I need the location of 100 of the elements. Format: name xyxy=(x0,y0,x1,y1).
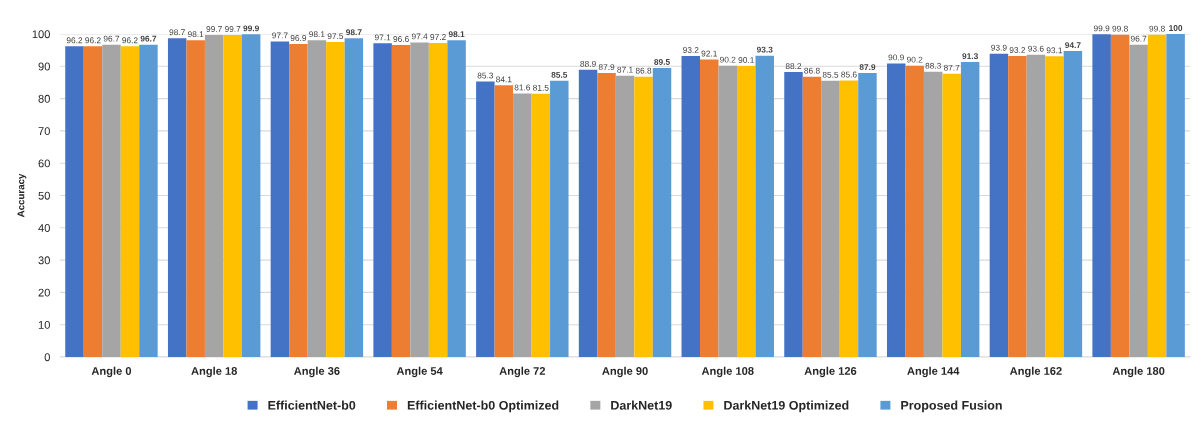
data-label: 88.9 xyxy=(580,60,596,67)
data-label: 91.3 xyxy=(962,53,978,60)
data-label: 96.9 xyxy=(290,35,307,41)
data-label: 98.1 xyxy=(187,31,204,38)
x-tick-label: Angle 144 xyxy=(907,366,960,378)
legend-label: EfficientNet-b0 Optimized xyxy=(407,400,559,413)
bar xyxy=(223,34,242,357)
data-label: 87.9 xyxy=(859,64,876,71)
legend-label: DarkNet19 Optimized xyxy=(724,400,849,413)
data-label: 90.9 xyxy=(888,54,904,61)
x-tick-label: Angle 90 xyxy=(602,366,648,378)
data-label: 89.5 xyxy=(654,58,670,65)
y-axis-title: Accuracy xyxy=(17,173,27,218)
x-tick-label: Angle 126 xyxy=(804,366,857,378)
data-label: 96.2 xyxy=(85,37,101,44)
bar xyxy=(373,43,392,357)
bar xyxy=(139,44,158,357)
data-label: 97.2 xyxy=(430,34,446,41)
y-tick-label: 70 xyxy=(38,127,50,136)
bar xyxy=(737,65,756,357)
legend-label: Proposed Fusion xyxy=(901,400,1002,413)
bar xyxy=(681,55,701,357)
data-label: 96.2 xyxy=(122,37,138,44)
bar xyxy=(942,73,961,357)
bar xyxy=(858,73,877,357)
data-label: 97.1 xyxy=(374,34,391,41)
bar xyxy=(83,46,103,357)
bar xyxy=(1147,34,1167,357)
x-tick-label: Angle 54 xyxy=(396,366,443,378)
bar xyxy=(1166,34,1185,357)
y-tick-label: 80 xyxy=(38,94,50,103)
data-label: 88.2 xyxy=(785,63,802,70)
bar xyxy=(102,44,121,357)
bar xyxy=(1129,44,1148,357)
y-tick-label: 10 xyxy=(38,320,50,329)
data-label: 99.8 xyxy=(1149,25,1165,32)
bar xyxy=(615,75,635,357)
bar xyxy=(718,65,737,357)
data-label: 97.5 xyxy=(327,33,344,40)
data-label: 92.1 xyxy=(701,50,717,57)
data-label: 93.2 xyxy=(683,47,699,53)
x-tick-label: Angle 108 xyxy=(701,366,754,378)
data-label: 86.8 xyxy=(635,67,652,74)
bar xyxy=(960,62,980,357)
bar xyxy=(634,76,653,357)
bar xyxy=(989,53,1009,357)
y-tick-label: 30 xyxy=(38,256,50,265)
data-label: 99.7 xyxy=(224,26,241,32)
data-label: 96.7 xyxy=(1130,35,1147,42)
data-label: 87.7 xyxy=(943,64,960,71)
bar xyxy=(1063,51,1083,357)
bar xyxy=(307,40,327,357)
data-label: 81.6 xyxy=(514,84,531,91)
data-label: 96.6 xyxy=(393,36,409,42)
y-tick-label: 40 xyxy=(38,224,50,232)
bar xyxy=(494,85,514,357)
bar xyxy=(65,46,84,357)
data-label: 88.3 xyxy=(925,62,941,69)
data-label: 93.3 xyxy=(756,46,773,53)
x-tick-label: Angle 36 xyxy=(294,366,340,378)
data-label: 85.5 xyxy=(822,71,839,78)
x-tick-label: Angle 0 xyxy=(91,366,132,378)
y-tick-label: 20 xyxy=(38,288,50,297)
y-tick-label: 60 xyxy=(38,159,50,168)
data-label: 93.1 xyxy=(1046,47,1063,54)
bar xyxy=(700,59,719,357)
bar xyxy=(410,42,429,357)
bar xyxy=(905,65,924,357)
data-label: 99.8 xyxy=(1112,25,1128,32)
bar xyxy=(886,63,906,357)
data-label: 96.2 xyxy=(66,37,83,44)
bar xyxy=(186,40,205,357)
bar xyxy=(344,38,364,357)
data-label: 97.7 xyxy=(272,32,288,39)
data-label: 85.6 xyxy=(841,71,857,78)
bar xyxy=(531,93,551,357)
data-label: 93.9 xyxy=(991,44,1007,51)
data-label: 94.7 xyxy=(1065,42,1081,49)
bar xyxy=(821,80,840,357)
bar xyxy=(326,42,345,357)
bar xyxy=(839,80,859,357)
y-tick-label: 100 xyxy=(32,30,50,39)
x-tick-label: Angle 72 xyxy=(499,366,546,378)
data-label: 97.4 xyxy=(411,33,428,40)
x-tick-label: Angle 180 xyxy=(1112,366,1165,378)
bar xyxy=(1092,34,1111,357)
bar xyxy=(1045,56,1064,357)
data-label: 99.9 xyxy=(243,25,259,32)
bar xyxy=(428,43,448,357)
bar xyxy=(513,93,532,357)
data-label: 87.1 xyxy=(617,66,633,73)
bar xyxy=(476,81,495,357)
data-label: 99.7 xyxy=(206,26,222,32)
data-label: 100 xyxy=(1169,25,1183,31)
bar xyxy=(597,73,616,357)
data-label: 85.5 xyxy=(551,71,568,78)
bar xyxy=(923,71,943,357)
x-tick-label: Angle 162 xyxy=(1009,366,1062,378)
bar xyxy=(447,40,466,357)
legend-label: DarkNet19 xyxy=(611,400,672,410)
